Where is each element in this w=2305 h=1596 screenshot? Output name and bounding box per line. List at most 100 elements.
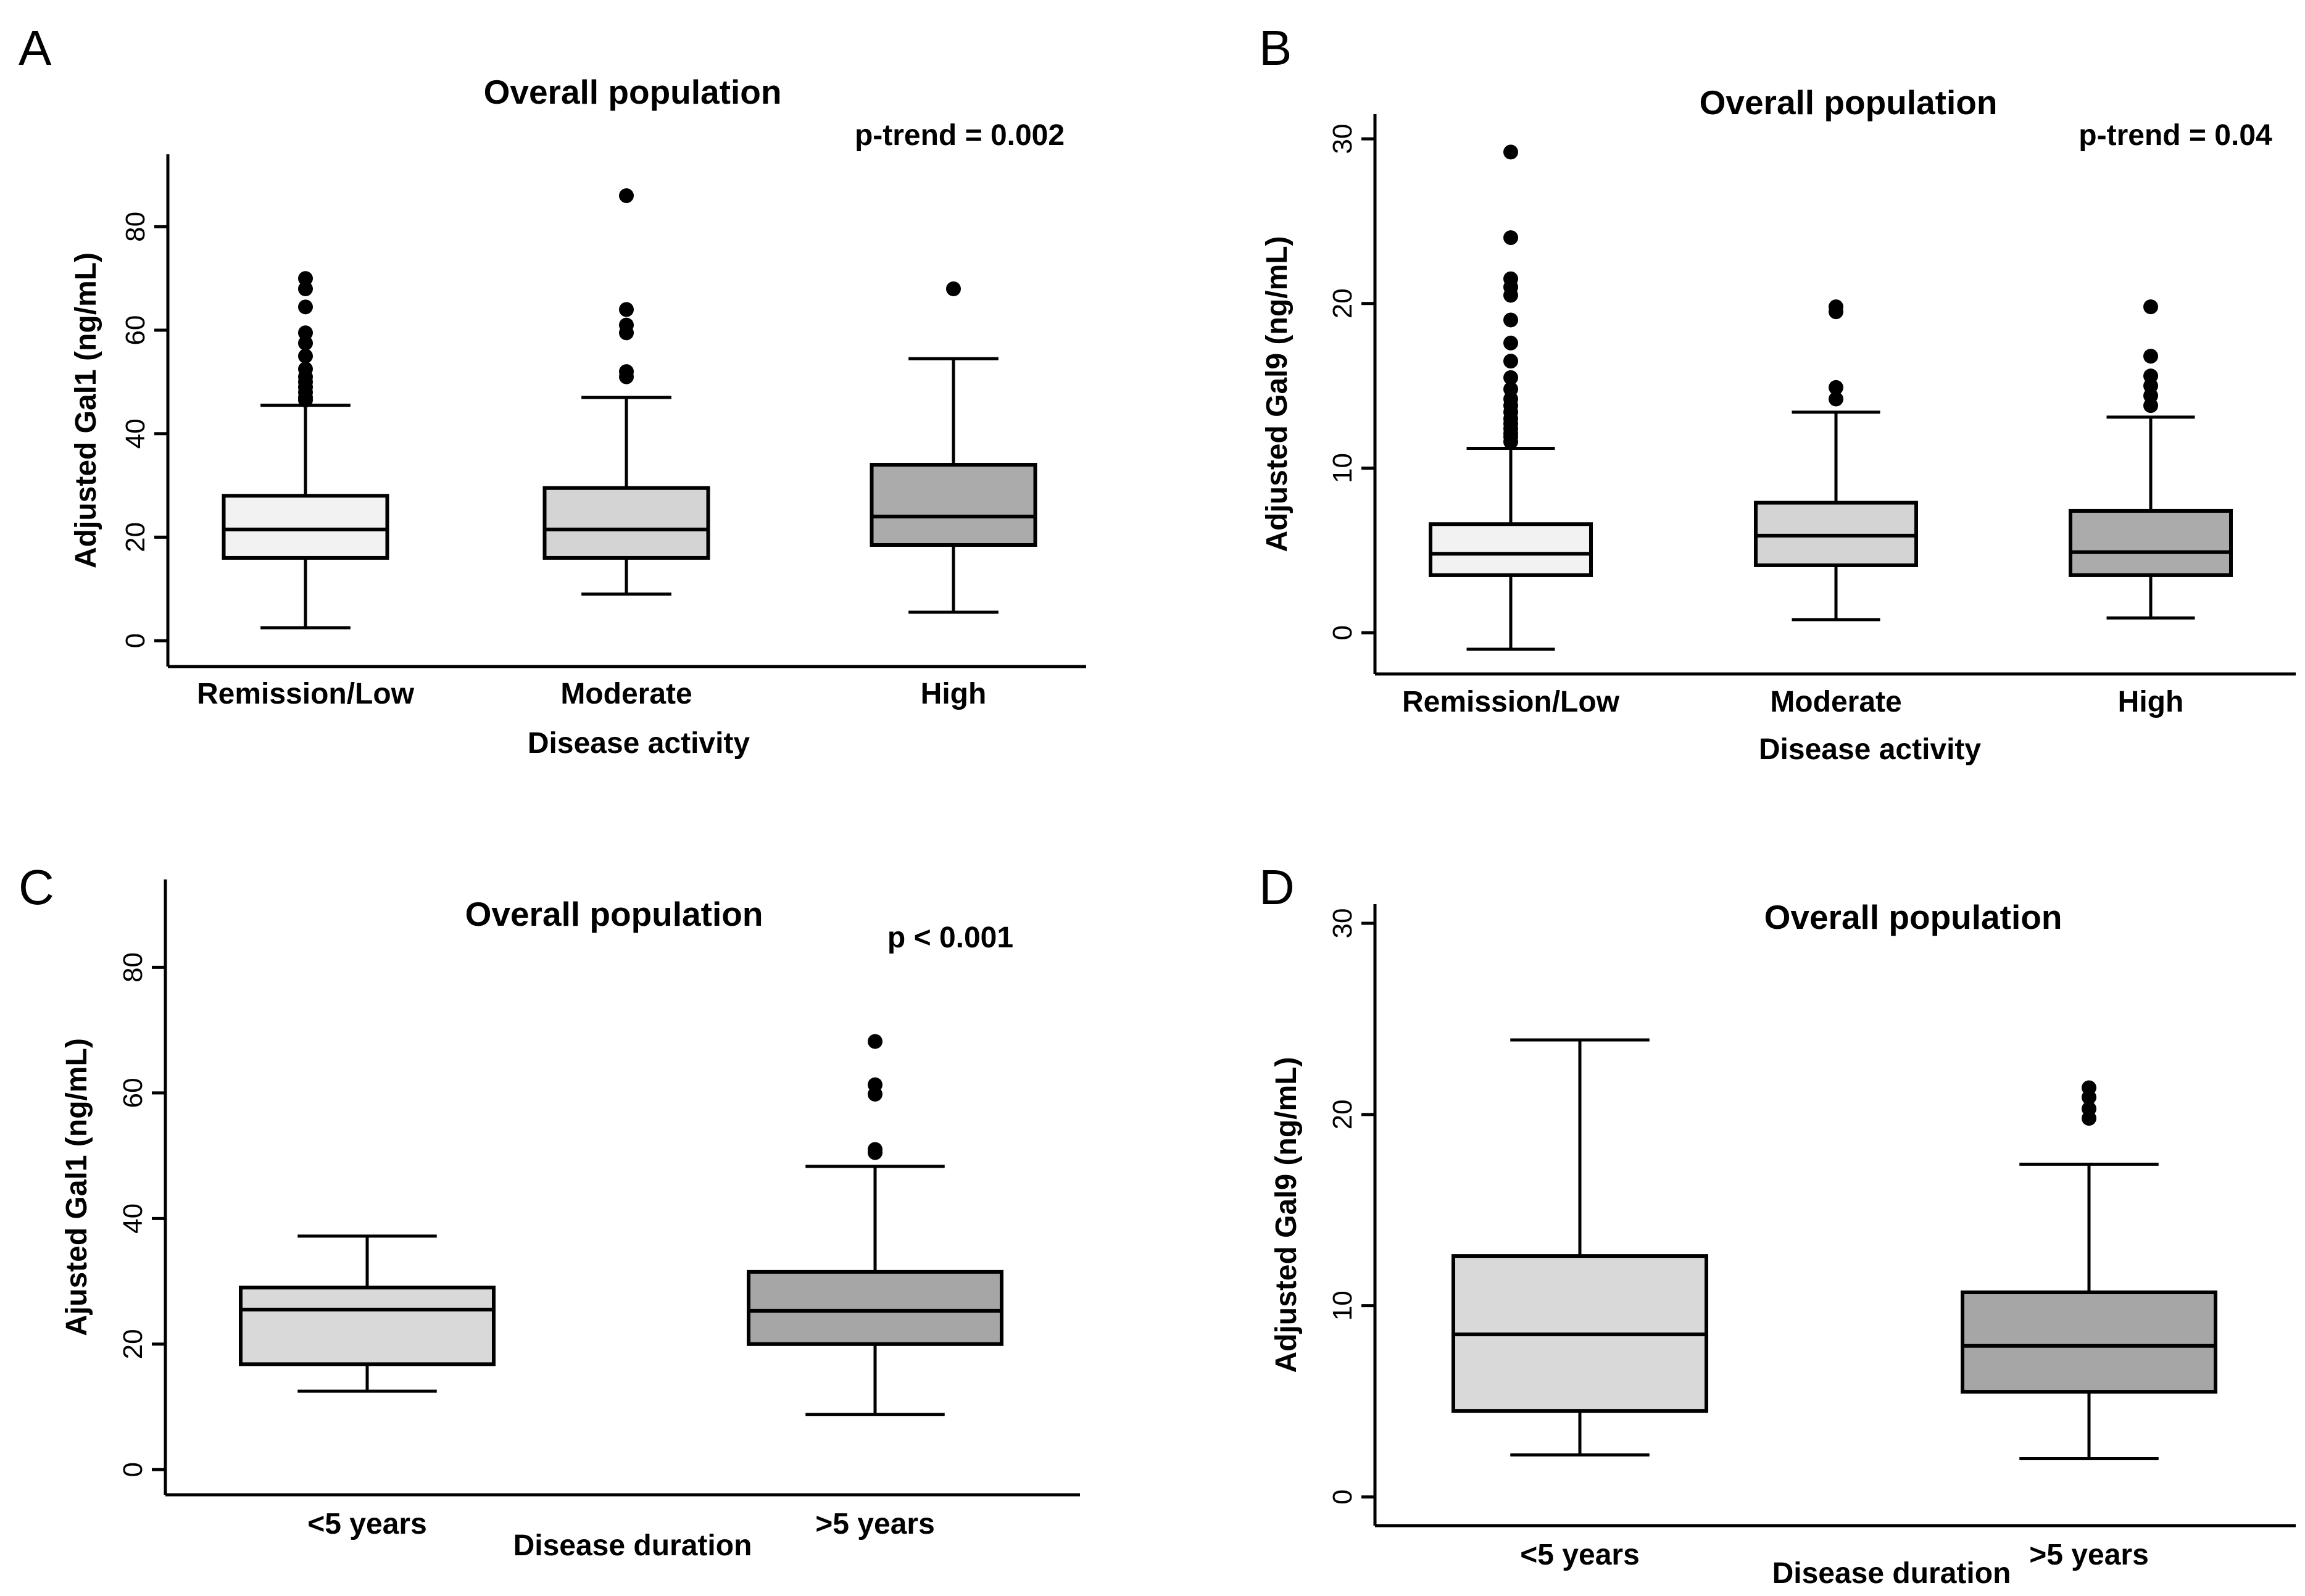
- iqr-box: [870, 463, 1037, 547]
- panel-b: B Overall population p-trend = 0.04 0 10 20 30…: [1259, 20, 2296, 766]
- x-category-label: <5 years: [307, 1508, 427, 1540]
- outlier-point: [868, 1034, 883, 1049]
- outlier-point: [619, 302, 634, 317]
- x-category-label: Moderate: [1770, 686, 1901, 718]
- iqr-box: [747, 1270, 1003, 1346]
- outlier-point: [2082, 1111, 2096, 1126]
- outlier-point: [1503, 288, 1518, 303]
- box-plot-2: [1754, 299, 1918, 621]
- outlier-point: [619, 188, 634, 204]
- panel-letter: C: [19, 860, 54, 915]
- y-tick-label: 60: [118, 1078, 148, 1108]
- outlier-point: [298, 393, 313, 408]
- y-tick-label: 0: [118, 1462, 148, 1477]
- outlier-point: [298, 299, 313, 315]
- iqr-box: [1961, 1290, 2217, 1394]
- y-tick-label: 40: [118, 1203, 148, 1234]
- box-plot-1: [222, 271, 389, 630]
- box-plot-2: [542, 188, 710, 596]
- iqr-box: [2069, 509, 2233, 577]
- y-tick-label: 40: [120, 418, 151, 449]
- outlier-point: [298, 348, 313, 364]
- box-plot-1: [1429, 144, 1593, 651]
- outlier-point: [619, 325, 634, 341]
- outlier-point: [1503, 230, 1518, 246]
- outlier-point: [619, 369, 634, 384]
- y-tick-label: 0: [120, 633, 151, 648]
- panel-c: C Overall population p < 0.001 0 20 40 60 80 Aju…: [19, 860, 1080, 1562]
- x-axis-title: Disease activity: [528, 727, 750, 760]
- outlier-point: [1503, 144, 1518, 160]
- y-tick-label: 30: [1327, 124, 1358, 154]
- x-category-label: Moderate: [560, 678, 692, 710]
- box-plot-1: [239, 1234, 496, 1393]
- y-tick-label: 20: [118, 1329, 148, 1359]
- y-tick-label: 20: [1327, 1099, 1358, 1129]
- outlier-point: [868, 1145, 883, 1160]
- panel-letter: B: [1259, 20, 1292, 75]
- y-tick-label: 20: [120, 522, 151, 552]
- plot-title: Overall population: [465, 895, 763, 933]
- y-tick-label: 30: [1327, 908, 1358, 939]
- outlier-point: [1503, 312, 1518, 328]
- outlier-point: [298, 336, 313, 351]
- x-axis-title: Disease activity: [1759, 733, 1982, 766]
- iqr-box: [222, 494, 389, 560]
- iqr-box: [542, 486, 710, 560]
- outlier-point: [2143, 299, 2158, 315]
- outlier-point: [946, 281, 961, 296]
- y-axis-title: Adjusted Gal9 (ng/mL): [1261, 236, 1294, 552]
- plot-title: Overall population: [1764, 898, 2062, 936]
- y-tick-label: 80: [120, 212, 151, 242]
- plot-title: Overall population: [1700, 83, 1998, 122]
- panel-d: D Overall population 0 10 20 30 Adjusted Gal9 …: [1259, 860, 2296, 1590]
- p-value-annotation: p-trend = 0.002: [855, 119, 1065, 152]
- box-plot-3: [2069, 299, 2233, 620]
- box-plot-2: [747, 1034, 1003, 1416]
- outlier-point: [1829, 304, 1843, 320]
- outlier-point: [2143, 349, 2158, 364]
- outlier-point: [1503, 354, 1518, 369]
- y-tick-label: 0: [1327, 1489, 1358, 1504]
- x-category-label: >5 years: [815, 1508, 935, 1540]
- x-category-label: High: [921, 678, 987, 710]
- panel-letter: A: [19, 20, 52, 75]
- p-value-annotation: p-trend = 0.04: [2079, 119, 2272, 152]
- outlier-point: [1503, 434, 1518, 449]
- y-tick-label: 60: [120, 315, 151, 346]
- x-axis-title: Disease duration: [513, 1529, 752, 1562]
- y-tick-label: 0: [1327, 625, 1358, 640]
- y-axis-title: Ajusted Gal1 (ng/mL): [60, 1038, 93, 1336]
- x-category-label: Remission/Low: [197, 678, 415, 710]
- y-tick-label: 10: [1327, 453, 1358, 483]
- y-tick-label: 10: [1327, 1291, 1358, 1321]
- outlier-point: [2143, 398, 2158, 414]
- y-tick-label: 20: [1327, 288, 1358, 318]
- x-category-label: High: [2118, 686, 2184, 718]
- outlier-point: [1503, 370, 1518, 385]
- y-axis-title: Adjusted Gal9 (ng/mL): [1270, 1057, 1303, 1373]
- plot-title: Overall population: [484, 73, 782, 111]
- box-plot-3: [870, 281, 1037, 614]
- panel-letter: D: [1259, 860, 1295, 915]
- outlier-point: [1829, 380, 1843, 395]
- panel-a: A Overall population p-trend = 0.002 0 20 40 6…: [19, 20, 1086, 760]
- box-plot-2: [1961, 1080, 2217, 1461]
- outlier-point: [298, 281, 313, 296]
- y-tick-label: 80: [118, 952, 148, 983]
- x-axis-title: Disease duration: [1772, 1557, 2011, 1590]
- outlier-point: [2082, 1089, 2096, 1105]
- outlier-point: [298, 325, 313, 341]
- y-axis-title: Adjusted Gal1 (ng/mL): [70, 252, 102, 568]
- outlier-point: [298, 271, 313, 286]
- outlier-point: [868, 1086, 883, 1102]
- box-plot-1: [1452, 1038, 1708, 1457]
- iqr-box: [1429, 522, 1593, 577]
- iqr-box: [239, 1286, 496, 1366]
- x-category-label: >5 years: [2029, 1539, 2149, 1571]
- x-category-label: Remission/Low: [1402, 686, 1620, 718]
- outlier-point: [1503, 335, 1518, 351]
- p-value-annotation: p < 0.001: [887, 921, 1013, 954]
- outlier-point: [1829, 391, 1843, 407]
